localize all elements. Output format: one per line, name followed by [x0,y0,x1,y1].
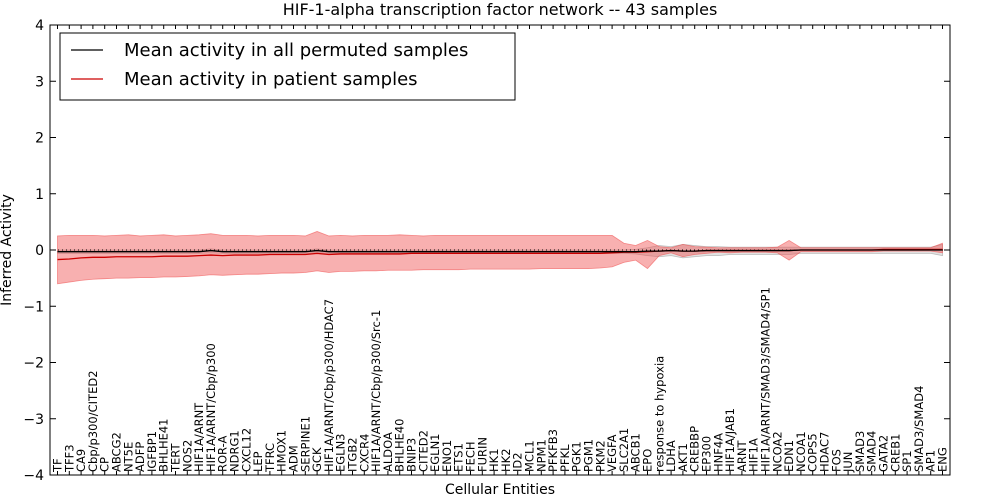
x-tick-label: HIF1A/ARNT/Cbp/p300/HDAC7 [322,299,336,472]
x-tick-label: ENG [936,447,950,472]
y-tick-label: 2 [35,131,44,147]
x-tick-label: MCL1 [523,440,537,472]
x-tick-label: ABCB1 [629,433,643,472]
chart-title: HIF-1-alpha transcription factor network… [283,0,718,19]
y-tick-label: −2 [23,356,44,372]
x-tick-label: ENO1 [440,440,454,472]
x-tick-label: VEGFA [605,434,619,472]
x-tick-label: BHLHE41 [157,419,171,473]
x-tick-label: GATA2 [877,435,891,472]
x-tick-label: LEP [251,451,265,472]
x-tick-label: LDHA [664,440,678,472]
y-tick-label: −1 [23,299,44,315]
x-tick-label: ABCG2 [110,432,124,472]
x-tick-label: SLC2A1 [617,428,631,472]
x-tick-label: NCOA1 [794,431,808,472]
x-tick-label: GCK [310,447,324,472]
y-tick-label: 0 [35,243,44,259]
x-tick-label: COPS5 [806,433,820,472]
x-tick-label: SERPINE1 [298,416,312,472]
x-tick-label: TFRC [263,443,277,473]
x-tick-label: IGFBP1 [145,431,159,472]
x-tick-label: AP1 [924,450,938,472]
x-tick-label: PGK1 [570,441,584,472]
x-tick-label: PFKFB3 [546,429,560,472]
x-tick-label: HIF1A [747,438,761,472]
x-tick-label: response to hypoxia [652,356,666,472]
x-tick-label: PGM1 [582,439,596,472]
x-tick-label: HMOX1 [275,430,289,472]
x-tick-label: ITGB2 [346,437,360,472]
x-tick-label: CP [98,457,112,472]
x-tick-label: FECH [464,441,478,472]
legend-box [59,32,516,101]
plot-area: −4−3−2−101234TFTFF3CA9Cbp/p300/CITED2CPA… [23,18,951,484]
x-tick-label: SMAD3/SMAD4 [912,386,926,472]
x-tick-label: BHLHE40 [393,419,407,473]
x-tick-label: CXCR4 [357,434,371,472]
x-tick-label: FOS [829,449,843,472]
x-tick-label: TERT [169,443,183,473]
y-tick-label: 4 [35,18,44,34]
y-tick-label: 3 [35,74,44,90]
x-tick-label: ROR-A [216,436,230,472]
x-tick-label: SMAD4 [865,431,879,472]
x-axis-label: Cellular Entities [445,482,555,498]
x-tick-label: EGLN3 [334,433,348,472]
x-tick-label: BNIP3 [405,438,419,472]
x-tick-label: JUN [841,452,855,473]
x-tick-label: PKM2 [593,440,607,472]
legend-label-permuted: Mean activity in all permuted samples [124,40,468,61]
legend-label-patient: Mean activity in patient samples [124,69,418,90]
y-tick-label: 1 [35,187,44,203]
y-tick-label: −3 [23,412,44,428]
x-tick-label: ALDOA [381,432,395,472]
x-tick-label: NCOA2 [770,431,784,472]
x-tick-label: HIF1A/ARNT/Cbp/p300/Src-1 [369,310,383,472]
x-tick-label: CREB1 [888,434,902,473]
x-tick-label: HIF1A/JAB1 [723,408,737,472]
x-tick-label: TFF3 [62,444,76,473]
x-tick-label: ARNT [735,440,749,472]
x-tick-label: NT5E [121,442,135,472]
y-axis-label: Inferred Activity [0,194,15,306]
x-tick-label: EGLN1 [428,433,442,472]
x-tick-label: EDN1 [782,440,796,472]
x-tick-label: HIF1A/ARNT/Cbp/p300 [204,343,218,472]
x-tick-label: CREBBP [688,426,702,472]
x-tick-label: CA9 [74,449,88,472]
x-tick-label: PFKL [558,444,572,472]
x-tick-label: CXCL12 [239,428,253,472]
x-tick-label: NPM1 [534,439,548,472]
x-tick-label: ADM [287,445,301,472]
x-tick-label: CITED2 [416,430,430,472]
x-tick-label: HNF4A [711,433,725,472]
patient-samples-band [57,231,943,285]
x-tick-label: FURIN [475,437,489,472]
x-tick-label: TF [51,458,65,473]
x-tick-label: EPO [641,449,655,472]
x-tick-label: HK2 [499,448,513,472]
legend: Mean activity in all permuted samples Mea… [59,32,516,101]
x-tick-label: HIF1A/ARNT/SMAD3/SMAD4/SP1 [759,287,773,472]
x-tick-label: ADFP [133,442,147,472]
x-tick-label: EP300 [700,436,714,472]
x-tick-label: AKT1 [676,443,690,472]
x-tick-label: SP1 [900,450,914,472]
x-tick-label: Cbp/p300/CITED2 [86,370,100,472]
x-tick-label: HIF1A/ARNT [192,402,206,472]
x-tick-label: NOS2 [180,440,194,472]
x-tick-label: HDAC7 [818,432,832,472]
x-tick-label: SMAD3 [853,431,867,472]
x-tick-label: ID2 [511,452,525,472]
x-tick-label: ETS1 [452,443,466,472]
permuted-samples-mean-line [57,249,943,253]
y-tick-label: −4 [23,468,44,484]
x-tick-label: NDRG1 [228,430,242,472]
x-tick-label: HK1 [487,448,501,472]
